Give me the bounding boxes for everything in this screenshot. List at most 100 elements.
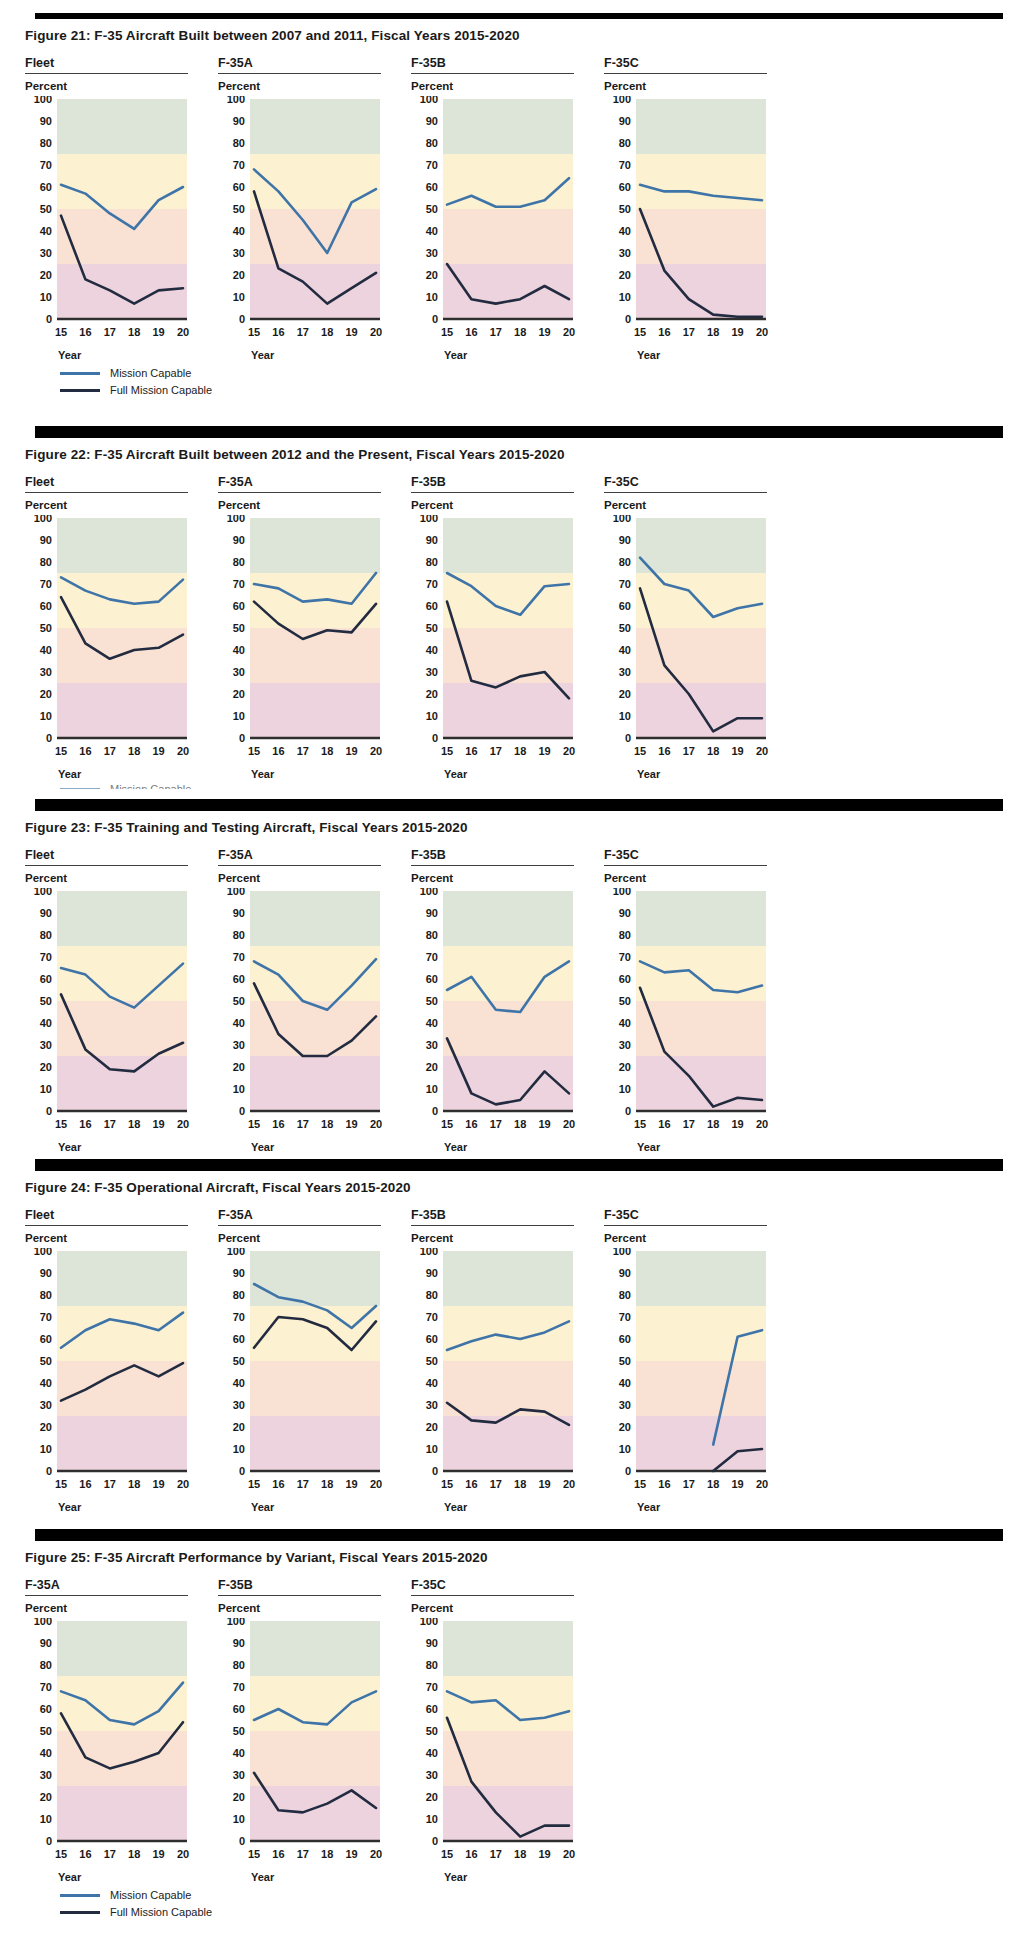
y-tick-label: 30: [40, 1769, 52, 1781]
chart-canvas: 1009080706050403020100151617181920: [218, 1248, 384, 1496]
x-tick-label: 19: [538, 326, 550, 338]
y-tick-label: 90: [40, 534, 52, 546]
y-tick-label: 90: [426, 907, 438, 919]
x-tick-label: 16: [465, 1478, 477, 1490]
y-tick-label: 10: [619, 291, 631, 303]
x-tick-label: 18: [707, 1118, 719, 1130]
chart-title: F-35C: [604, 56, 767, 74]
x-tick-label: 15: [55, 1848, 67, 1860]
x-tick-label: 20: [370, 1118, 382, 1130]
y-tick-label: 70: [619, 951, 631, 963]
x-tick-label: 15: [441, 1478, 453, 1490]
chart-title: F-35C: [604, 848, 767, 866]
band-25-50: [636, 1361, 766, 1416]
chart-title: Fleet: [25, 56, 188, 74]
x-tick-label: 18: [514, 1848, 526, 1860]
panel-fleet: FleetPercent1009080706050403020100151617…: [25, 848, 195, 1153]
x-tick-label: 18: [514, 1478, 526, 1490]
chart-title: F-35C: [604, 475, 767, 493]
band-75-100: [443, 891, 573, 946]
x-tick-label: 15: [634, 745, 646, 757]
y-tick-label: 70: [426, 1681, 438, 1693]
x-axis-title: Year: [58, 768, 195, 780]
x-tick-label: 17: [683, 1478, 695, 1490]
y-tick-label: 30: [233, 666, 245, 678]
x-tick-label: 18: [128, 1848, 140, 1860]
y-tick-label: 80: [426, 1289, 438, 1301]
x-tick-label: 19: [731, 1478, 743, 1490]
y-tick-label: 50: [426, 1725, 438, 1737]
legend-label: Full Mission Capable: [110, 1906, 212, 1918]
y-tick-label: 60: [40, 1333, 52, 1345]
y-tick-label: 30: [619, 1039, 631, 1051]
y-tick-label: 70: [40, 951, 52, 963]
y-tick-label: 90: [426, 1267, 438, 1279]
band-25-50: [443, 1361, 573, 1416]
x-tick-label: 17: [490, 326, 502, 338]
y-tick-label: 40: [426, 1747, 438, 1759]
x-axis-title: Year: [637, 768, 774, 780]
band-75-100: [443, 99, 573, 154]
y-tick-label: 100: [613, 888, 631, 897]
y-tick-label: 30: [426, 666, 438, 678]
y-tick-label: 40: [40, 1017, 52, 1029]
chart-canvas: 1009080706050403020100151617181920: [218, 888, 384, 1136]
band-25-50: [250, 628, 380, 683]
y-tick-label: 60: [619, 973, 631, 985]
y-tick-label: 90: [233, 907, 245, 919]
x-tick-label: 16: [79, 326, 91, 338]
y-tick-label: 50: [426, 622, 438, 634]
x-tick-label: 17: [104, 1848, 116, 1860]
y-tick-label: 40: [619, 1017, 631, 1029]
x-tick-label: 15: [441, 745, 453, 757]
x-tick-label: 19: [152, 745, 164, 757]
x-tick-label: 18: [128, 1118, 140, 1130]
y-tick-label: 30: [426, 1039, 438, 1051]
y-tick-label: 50: [619, 622, 631, 634]
y-tick-label: 70: [426, 159, 438, 171]
y-tick-label: 100: [613, 1248, 631, 1257]
panel-f-35c: F-35CPercent1009080706050403020100151617…: [411, 1578, 581, 1883]
y-tick-label: 0: [46, 1465, 52, 1477]
x-axis-title: Year: [251, 1141, 388, 1153]
y-tick-label: 100: [613, 515, 631, 524]
x-axis-title: Year: [637, 1141, 774, 1153]
y-tick-label: 70: [426, 1311, 438, 1323]
y-tick-label: 100: [34, 1618, 52, 1627]
band-75-100: [57, 1621, 187, 1676]
y-tick-label: 20: [233, 1791, 245, 1803]
band-25-50: [57, 1361, 187, 1416]
band-75-100: [250, 518, 380, 573]
band-75-100: [57, 99, 187, 154]
y-tick-label: 100: [613, 96, 631, 105]
y-tick-label: 40: [426, 225, 438, 237]
x-tick-label: 17: [297, 326, 309, 338]
y-tick-label: 100: [34, 515, 52, 524]
panel-f-35b: F-35BPercent1009080706050403020100151617…: [411, 1208, 581, 1513]
x-tick-label: 19: [538, 1478, 550, 1490]
x-tick-label: 20: [756, 1478, 768, 1490]
y-tick-label: 90: [233, 1637, 245, 1649]
x-tick-label: 15: [55, 1118, 67, 1130]
chart-canvas: 1009080706050403020100151617181920: [218, 515, 384, 763]
y-tick-label: 10: [233, 1443, 245, 1455]
y-tick-label: 60: [619, 600, 631, 612]
x-tick-label: 17: [297, 1478, 309, 1490]
x-tick-label: 19: [345, 1848, 357, 1860]
y-tick-label: 10: [619, 1083, 631, 1095]
band-75-100: [636, 891, 766, 946]
y-tick-label: 100: [227, 888, 245, 897]
x-tick-label: 17: [104, 326, 116, 338]
x-tick-label: 16: [79, 745, 91, 757]
y-tick-label: 50: [619, 995, 631, 1007]
band-50-75: [250, 154, 380, 209]
band-50-75: [250, 1306, 380, 1361]
chart-title: F-35C: [604, 1208, 767, 1226]
x-tick-label: 16: [465, 745, 477, 757]
x-tick-label: 16: [658, 1118, 670, 1130]
x-tick-label: 19: [538, 1118, 550, 1130]
y-tick-label: 80: [40, 1289, 52, 1301]
y-tick-label: 60: [233, 973, 245, 985]
y-tick-label: 80: [426, 929, 438, 941]
x-tick-label: 19: [731, 745, 743, 757]
